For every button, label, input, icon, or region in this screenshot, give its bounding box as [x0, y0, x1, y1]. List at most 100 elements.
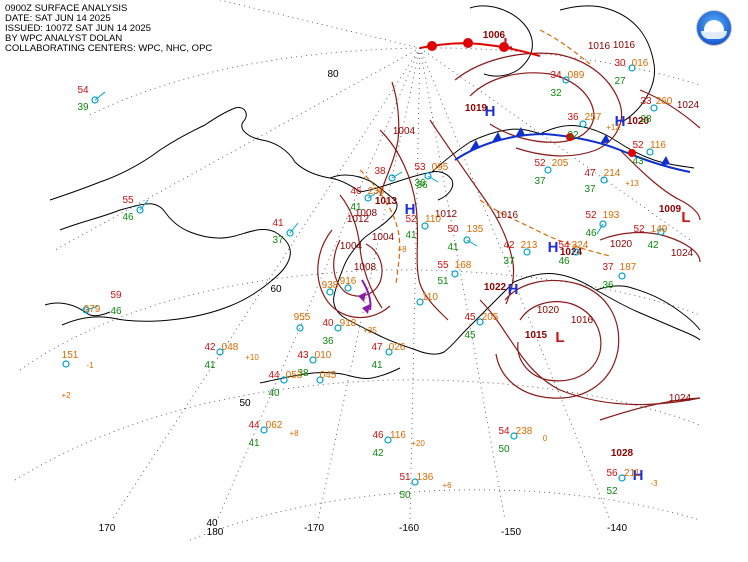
- lon-label-m150: -150: [501, 527, 521, 538]
- isobar-1012-bering: [379, 129, 449, 321]
- svg-text:116: 116: [650, 140, 666, 151]
- svg-text:54: 54: [558, 240, 570, 251]
- station-model: 38 36: [374, 166, 428, 191]
- station-model: 54 50 238: [498, 426, 532, 455]
- isobar-1020-arctic: [469, 72, 595, 143]
- svg-text:135: 135: [467, 224, 484, 235]
- station-model: 41 37: [272, 218, 299, 246]
- isobar-label: 1020: [610, 239, 633, 250]
- meridian-polar-e: [419, 47, 691, 241]
- svg-text:46: 46: [110, 306, 122, 317]
- grid-labels: 80 60 50 40 170 180 -170 -160 -150 -140: [99, 69, 628, 538]
- banks-island: [469, 5, 533, 77]
- svg-text:41: 41: [350, 202, 362, 213]
- tendency: +35: [363, 326, 377, 335]
- station-model: 916: [340, 276, 357, 292]
- station-model: 110: [416, 292, 438, 306]
- tendency: 0: [543, 434, 548, 443]
- station-model: 36 32 257: [567, 112, 601, 141]
- lat-label-40: 40: [206, 518, 218, 529]
- trough-1: [359, 169, 401, 285]
- station-model: 46 42 116: [372, 430, 406, 459]
- lon-label-m160: -160: [399, 523, 419, 534]
- station-model: 47 41 026: [371, 342, 405, 371]
- svg-text:41: 41: [371, 360, 383, 371]
- svg-text:H: H: [485, 103, 496, 120]
- svg-text:41: 41: [204, 360, 216, 371]
- lat-label-80: 80: [327, 69, 339, 80]
- chukotka-south-coast: [59, 203, 291, 326]
- svg-text:30: 30: [614, 58, 626, 69]
- svg-text:44: 44: [248, 420, 260, 431]
- station-model: 44 40 053: [268, 370, 302, 399]
- isobar-1016-arctic: [454, 52, 623, 157]
- isobar-label: 1016: [571, 315, 594, 326]
- lon-label-m170: -170: [304, 523, 324, 534]
- isobar-1024-east: [639, 89, 701, 129]
- station-model: 40 36 918: [322, 318, 356, 347]
- isobar-label: 1012: [435, 209, 458, 220]
- svg-text:40: 40: [268, 388, 280, 399]
- isobar-label: 1016: [588, 41, 611, 52]
- svg-text:H: H: [508, 281, 519, 298]
- svg-text:47: 47: [584, 168, 596, 179]
- isobars: [317, 52, 701, 421]
- tendency: +6: [442, 481, 452, 490]
- svg-text:045: 045: [320, 370, 337, 381]
- svg-text:54: 54: [498, 426, 510, 437]
- svg-text:41: 41: [447, 242, 459, 253]
- high-center: H 1028: [611, 448, 644, 484]
- lat-lon-grid: [14, 0, 701, 541]
- svg-text:187: 187: [620, 262, 637, 273]
- warm-front-arctic: [419, 42, 541, 57]
- svg-text:36: 36: [322, 336, 334, 347]
- svg-text:38: 38: [297, 368, 309, 379]
- svg-text:211: 211: [624, 468, 640, 479]
- svg-text:52: 52: [405, 214, 417, 225]
- isobar-1008-west: [317, 229, 391, 319]
- svg-text:41: 41: [248, 438, 260, 449]
- header-title: 0900Z SURFACE ANALYSIS: [5, 3, 128, 14]
- svg-text:1015: 1015: [525, 330, 548, 341]
- alaska-west-coast: [329, 174, 398, 319]
- isobar-1016-east: [619, 149, 701, 221]
- fronts: [358, 38, 691, 314]
- warm-front-scallops: [427, 38, 509, 52]
- svg-text:L: L: [503, 35, 512, 52]
- svg-text:37: 37: [534, 176, 546, 187]
- svg-text:026: 026: [389, 342, 406, 353]
- trough-2: [479, 199, 611, 257]
- svg-text:46: 46: [372, 430, 384, 441]
- station-model: 42 37 213: [503, 240, 537, 267]
- noaa-wave-shape: [701, 31, 727, 39]
- isobar-1008-bering: [339, 194, 383, 309]
- canadian-arctic-islands: [559, 5, 655, 123]
- svg-text:41: 41: [272, 218, 284, 229]
- isobar-labels: 1004 1008 1012 1016 1016 1008 1004 1004 …: [340, 40, 700, 404]
- isobar-label: 1024: [671, 248, 694, 259]
- svg-text:151: 151: [62, 350, 79, 361]
- station-model: 34 32 089: [550, 70, 584, 99]
- low-center: L 1015: [525, 329, 565, 346]
- stationary-front-marks: [566, 133, 670, 166]
- svg-text:955: 955: [294, 312, 311, 323]
- tendency: +2: [61, 391, 71, 400]
- tendency: +8: [397, 245, 407, 254]
- isobar-label: 1004: [340, 241, 363, 252]
- svg-text:H: H: [633, 467, 644, 484]
- svg-text:053: 053: [286, 370, 303, 381]
- isobar-1024-south: [599, 397, 701, 421]
- isobar-label: 1020: [537, 305, 560, 316]
- svg-text:1013: 1013: [375, 196, 398, 207]
- svg-text:52: 52: [534, 158, 546, 169]
- lat-label-60: 60: [270, 284, 282, 295]
- svg-text:168: 168: [455, 260, 472, 271]
- svg-text:079: 079: [84, 304, 101, 315]
- svg-text:42: 42: [204, 342, 216, 353]
- tendency: -1: [86, 361, 94, 370]
- svg-text:37: 37: [584, 184, 596, 195]
- svg-text:56: 56: [606, 468, 618, 479]
- svg-text:257: 257: [585, 112, 602, 123]
- svg-text:50: 50: [447, 224, 459, 235]
